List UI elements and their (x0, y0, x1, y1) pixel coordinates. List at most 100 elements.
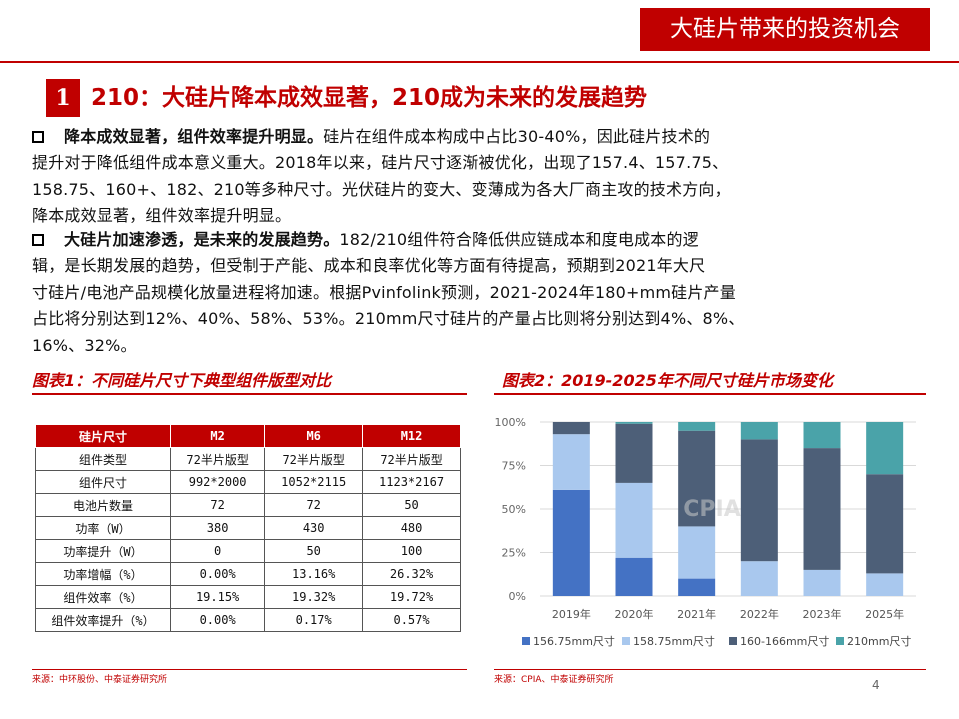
bar-segment (740, 561, 778, 596)
bar-segment (803, 569, 841, 596)
figure1-rule (32, 393, 467, 395)
y-tick-label: 25% (502, 547, 526, 560)
bar-segment (552, 422, 590, 435)
y-tick-label: 0% (509, 590, 526, 603)
table-cell: 72半片版型 (169, 447, 266, 471)
bar-segment (866, 573, 904, 596)
paragraph1-line1: 硅片在组件成本构成中占比30-40%，因此硅片技术的 (323, 127, 711, 146)
legend-label: 158.75mm尺寸 (633, 634, 715, 648)
bar-segment (552, 489, 590, 596)
page-number: 4 (872, 678, 880, 692)
table-cell: 72 (264, 493, 364, 517)
bar-segment (803, 448, 841, 570)
bar-segment (615, 557, 653, 596)
figure2-title: 图表2：2019-2025年不同尺寸硅片市场变化 (502, 371, 833, 390)
figure1-title: 图表1：不同硅片尺寸下典型组件版型对比 (32, 371, 332, 390)
table-cell: 19.15% (169, 585, 266, 609)
table-cell: 50 (362, 493, 461, 517)
x-tick-label: 2025年 (865, 607, 904, 621)
table-row: 功率（W） 380 430 480 (35, 516, 461, 540)
table-cell: 992*2000 (169, 470, 266, 494)
table-row: 电池片数量 72 72 50 (35, 493, 461, 517)
table-row-header: 组件效率（%） (35, 585, 171, 609)
x-tick-label: 2021年 (677, 607, 716, 621)
table-cell: 0.17% (264, 608, 364, 632)
table-cell: 0 (169, 539, 266, 563)
paragraph2-line4: 占比将分别达到12%、40%、58%、53%。210mm尺寸硅片的产量占比则将分… (32, 309, 745, 329)
bar-segment (615, 422, 653, 424)
table-cell: 19.72% (362, 585, 461, 609)
bullet-square-icon (32, 234, 44, 246)
bar-segment (866, 422, 904, 475)
paragraph1-lead: 降本成效显著，组件效率提升明显。 (64, 127, 324, 146)
table-cell: 430 (264, 516, 364, 540)
table-row-header: 功率提升（W） (35, 539, 171, 563)
table-cell: 72半片版型 (264, 447, 364, 471)
bar-segment (552, 434, 590, 490)
paragraph2-line2: 辑，是长期发展的趋势，但受制于产能、成本和良率优化等方面有待提高，预期到2021… (32, 256, 706, 276)
bar-segment (678, 526, 716, 579)
figure1-bottom-rule (32, 669, 467, 670)
table-cell: 0.57% (362, 608, 461, 632)
table-header-row: 硅片尺寸 M2 M6 M12 (35, 424, 461, 448)
table-row-header: 组件尺寸 (35, 470, 171, 494)
x-tick-label: 2019年 (552, 607, 591, 621)
paragraph2-line5: 16%、32%。 (32, 335, 137, 355)
chart-watermark: CPIA (683, 497, 740, 522)
table-row: 组件尺寸 992*2000 1052*2115 1123*2167 (35, 470, 461, 494)
section-number: 1 (46, 79, 80, 117)
table-row: 功率提升（W） 0 50 100 (35, 539, 461, 563)
table-row-header: 组件类型 (35, 447, 171, 471)
table-cell: 1052*2115 (264, 470, 364, 494)
legend-swatch (522, 637, 530, 645)
table-row-header: 功率增幅（%） (35, 562, 171, 586)
legend-label: 210mm尺寸 (847, 634, 911, 648)
bar-segment (740, 439, 778, 562)
figure1-source: 来源：中环股份、中泰证券研究所 (32, 675, 168, 685)
header-title: 大硅片带来的投资机会 (640, 8, 930, 51)
table-row: 组件效率提升（%） 0.00% 0.17% 0.57% (35, 608, 461, 632)
bar-segment (615, 482, 653, 558)
table-row: 组件类型 72半片版型 72半片版型 72半片版型 (35, 447, 461, 471)
table-row: 功率增幅（%） 0.00% 13.16% 26.32% (35, 562, 461, 586)
table-cell: 480 (362, 516, 461, 540)
table-cell: 1123*2167 (362, 470, 461, 494)
table-row-header: 组件效率提升（%） (35, 608, 171, 632)
table-cell: 0.00% (169, 562, 266, 586)
paragraph1-line2: 提升对于降低组件成本意义重大。2018年以来，硅片尺寸逐渐被优化，出现了157.… (32, 153, 729, 173)
table-row-header: 功率（W） (35, 516, 171, 540)
table-row: 组件效率（%） 19.15% 19.32% 19.72% (35, 585, 461, 609)
figure2-bottom-rule (494, 669, 926, 670)
table-cell: 50 (264, 539, 364, 563)
table-cell: 380 (169, 516, 266, 540)
y-tick-label: 75% (502, 460, 526, 473)
paragraph2-line1: 182/210组件符合降低供应链成本和度电成本的逻 (339, 230, 699, 249)
paragraph2-line3: 寸硅片/电池产品规模化放量进程将加速。根据Pvinfolink预测，2021-2… (32, 282, 736, 302)
table-row-header: 电池片数量 (35, 493, 171, 517)
y-tick-label: 100% (495, 416, 526, 429)
figure2-rule (494, 393, 926, 395)
bar-segment (866, 474, 904, 574)
legend-swatch (729, 637, 737, 645)
bar-segment (740, 422, 778, 440)
table-header-cell: M2 (169, 424, 266, 448)
paragraph-cost-reduction: 降本成效显著，组件效率提升明显。硅片在组件成本构成中占比30-40%，因此硅片技… (32, 124, 928, 230)
table-header-cell: M6 (264, 424, 364, 448)
paragraph2-lead: 大硅片加速渗透，是未来的发展趋势。 (64, 230, 340, 249)
table-cell: 0.00% (169, 608, 266, 632)
table-header-cell: M12 (362, 424, 461, 448)
legend-swatch (622, 637, 630, 645)
paragraph1-line4: 降本成效显著，组件效率提升明显。 (32, 206, 292, 226)
bullet-square-icon (32, 131, 44, 143)
table-cell: 19.32% (264, 585, 364, 609)
legend-label: 156.75mm尺寸 (533, 634, 615, 648)
figure2-source: 来源：CPIA、中泰证券研究所 (494, 675, 614, 685)
table-cell: 13.16% (264, 562, 364, 586)
legend-swatch (836, 637, 844, 645)
x-tick-label: 2020年 (615, 607, 654, 621)
table-cell: 72半片版型 (362, 447, 461, 471)
module-spec-table: 硅片尺寸 M2 M6 M12 组件类型 72半片版型 72半片版型 72半片版型 组件尺… (35, 424, 461, 632)
bar-segment (678, 578, 716, 596)
legend-label: 160-166mm尺寸 (740, 634, 829, 648)
table-cell: 100 (362, 539, 461, 563)
